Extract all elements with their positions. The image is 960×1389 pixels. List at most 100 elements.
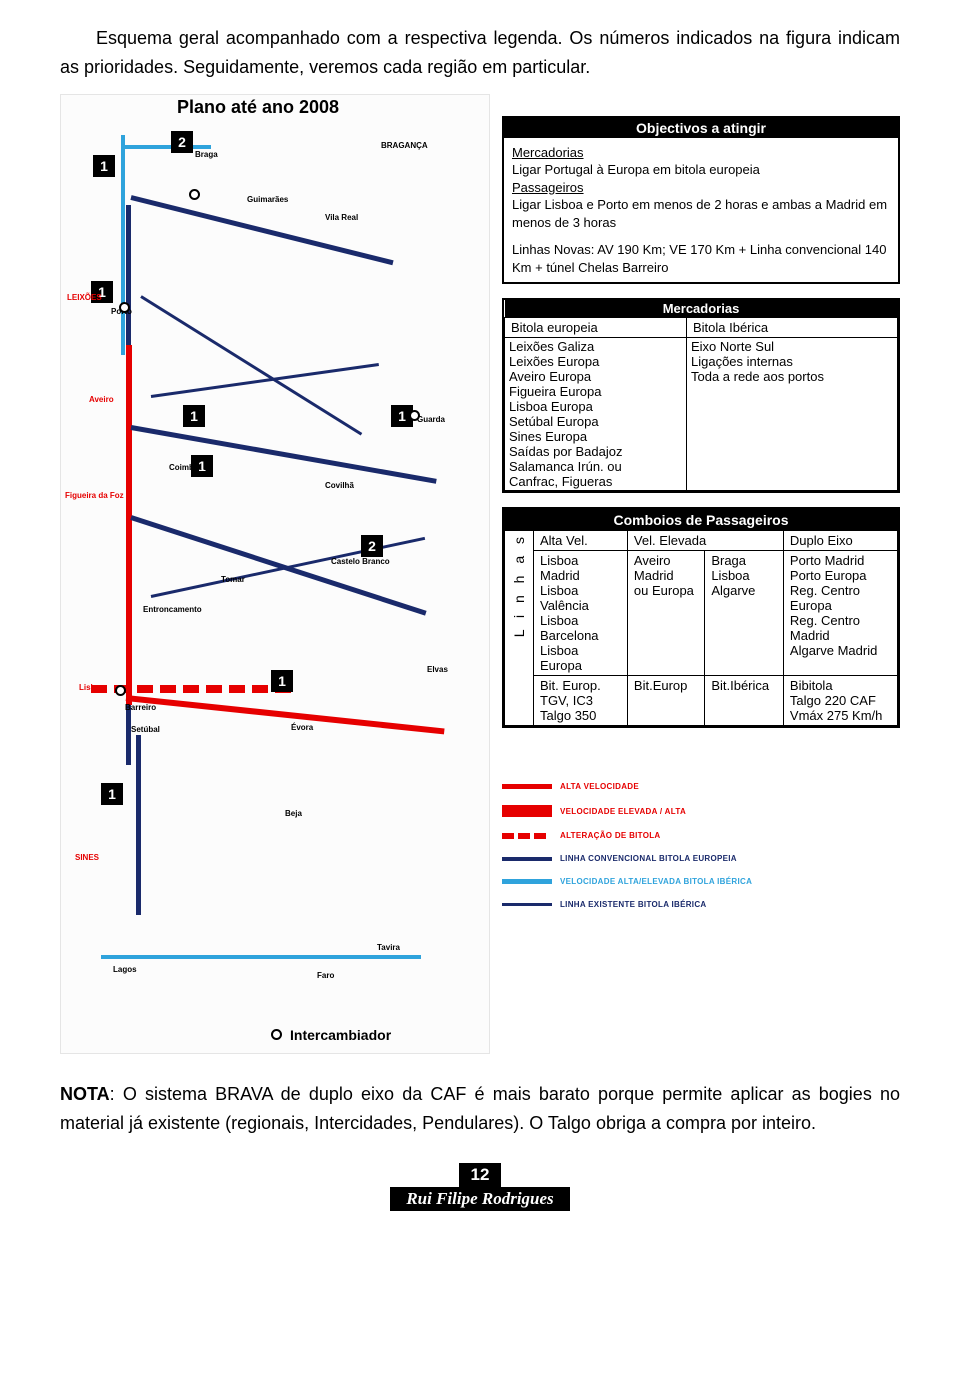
pax-cell: Algarve [711,583,777,598]
freight-right-row: Eixo Norte Sul [691,339,893,354]
line-legend: ALTA VELOCIDADE VELOCIDADE ELEVADA / ALT… [502,742,900,923]
pax-cell: ou Europa [634,583,698,598]
freight-left-row: Canfrac, Figueras [509,474,682,489]
legend-row: ALTERAÇÃO DE BITOLA [502,831,900,840]
objectives-pax-label: Passageiros [512,179,890,197]
priority-badge: 1 [93,155,115,177]
pax-col-h: Alta Vel. [534,531,628,551]
note-prefix: NOTA [60,1084,110,1104]
pax-cell: Lisboa Valência [540,583,621,613]
legend-text: ALTA VELOCIDADE [560,782,639,791]
objectives-pax-text: Ligar Lisboa e Porto em menos de 2 horas… [512,196,890,231]
station-label: Aveiro [89,395,114,404]
pax-cell: Porto Madrid [790,553,891,568]
station-label: Guarda [417,415,445,424]
legend-swatch-icon [502,833,552,839]
legend-row: LINHA EXISTENTE BITOLA IBÉRICA [502,900,900,909]
station-label: Lagos [113,965,137,974]
pax-cell: Braga Lisboa [711,553,777,583]
priority-badge: 1 [183,405,205,427]
page-number: 12 [459,1163,502,1187]
legend-row: ALTA VELOCIDADE [502,782,900,791]
priority-badge: 2 [361,535,383,557]
pax-cell: Aveiro Madrid [634,553,698,583]
map-column: Plano até ano 2008 [60,94,490,1054]
station-label: Elvas [427,665,448,674]
freight-left-row: Sines Europa [509,429,682,444]
station-label: Lisboa [79,683,105,692]
station-label: Covilhã [325,481,354,490]
pax-cell: Reg. Centro Madrid [790,613,891,643]
pax-cell: Lisboa Europa [540,643,621,673]
station-label: Faro [317,971,334,980]
station-label: Tavira [377,943,400,952]
objectives-merc-label: Mercadorias [512,144,890,162]
legend-text: VELOCIDADE ALTA/ELEVADA BITOLA IBÉRICA [560,877,752,886]
priority-badge: 2 [171,131,193,153]
legend-text: ALTERAÇÃO DE BITOLA [560,831,661,840]
pax-cell: Reg. Centro Europa [790,583,891,613]
freight-left-row: Saídas por Badajoz [509,444,682,459]
priority-badge: 1 [271,670,293,692]
intercambiador-label: Intercambiador [290,1027,391,1043]
note-text: : O sistema BRAVA de duplo eixo da CAF é… [60,1084,900,1134]
legend-row: VELOCIDADE ELEVADA / ALTA [502,805,900,817]
footnote: NOTA: O sistema BRAVA de duplo eixo da C… [0,1054,960,1139]
pax-foot: Talgo 220 CAF Vmáx 275 Km/h [790,693,891,723]
station-label: LEIXÕES [67,293,102,302]
pax-foot: Bit. Europ. [540,678,621,693]
legend-row: VELOCIDADE ALTA/ELEVADA BITOLA IBÉRICA [502,877,900,886]
freight-col1: Bitola europeia [505,318,687,338]
legend-row: LINHA CONVENCIONAL BITOLA EUROPEIA [502,854,900,863]
author-name: Rui Filipe Rodrigues [390,1187,570,1211]
freight-header: Mercadorias [505,300,898,318]
pax-foot: Bit.Europ [627,676,704,726]
objectives-merc-text: Ligar Portugal à Europa em bitola europe… [512,161,890,179]
station-label: Setúbal [131,725,160,734]
station-label: Castelo Branco [331,557,390,566]
diagram-row: Plano até ano 2008 [60,94,900,1054]
page-footer: 12 Rui Filipe Rodrigues [390,1163,570,1211]
info-column: Objectivos a atingir Mercadorias Ligar P… [502,94,900,924]
station-label: Tomar [221,575,245,584]
pax-col-h: Vel. Elevada [627,531,783,551]
passenger-box: Comboios de Passageiros L i n h a s Alta… [502,507,900,728]
legend-swatch-icon [502,784,552,789]
legend-swatch-icon [502,805,552,817]
pax-cell: Lisboa Madrid [540,553,621,583]
station-label: Guimarães [247,195,288,204]
pax-foot: Bit.Ibérica [705,676,784,726]
objectives-header: Objectivos a atingir [504,118,898,138]
pax-foot: TGV, IC3 Talgo 350 [540,693,621,723]
freight-right-row: Toda a rede aos portos [691,369,893,384]
pax-col-h: Duplo Eixo [783,531,897,551]
priority-badge: 1 [101,783,123,805]
legend-swatch-icon [502,879,552,884]
station-label: Figueira da Foz [65,491,124,500]
freight-left-row: Salamanca Irún. ou [509,459,682,474]
objectives-lines-text: Linhas Novas: AV 190 Km; VE 170 Km + Lin… [512,241,890,276]
linhas-label: L i n h a s [511,533,527,637]
legend-text: LINHA EXISTENTE BITOLA IBÉRICA [560,900,707,909]
station-label: SINES [75,853,99,862]
intercambiador-icon [271,1029,282,1040]
freight-box: Mercadorias Bitola europeia Bitola Ibéri… [502,298,900,493]
freight-left-row: Leixões Europa [509,354,682,369]
freight-left-row: Leixões Galiza [509,339,682,354]
pax-cell: Lisboa Barcelona [540,613,621,643]
freight-right-row: Ligações internas [691,354,893,369]
station-label: BRAGANÇA [381,141,428,150]
freight-left-row: Lisboa Europa [509,399,682,414]
station-label: Évora [291,723,313,732]
pax-foot: Bibitola [790,678,891,693]
legend-swatch-icon [502,857,552,861]
map-lines: 1 2 1 1 1 1 2 1 1 Braga BRAGANÇA Guimarã… [61,95,489,1053]
legend-text: LINHA CONVENCIONAL BITOLA EUROPEIA [560,854,737,863]
freight-left-row: Figueira Europa [509,384,682,399]
intro-paragraph: Esquema geral acompanhado com a respecti… [60,24,900,82]
station-label: Coimbra B [169,463,209,472]
freight-left-row: Aveiro Europa [509,369,682,384]
passenger-header: Comboios de Passageiros [505,510,898,531]
pax-cell: Porto Europa [790,568,891,583]
station-label: Braga [195,150,218,159]
